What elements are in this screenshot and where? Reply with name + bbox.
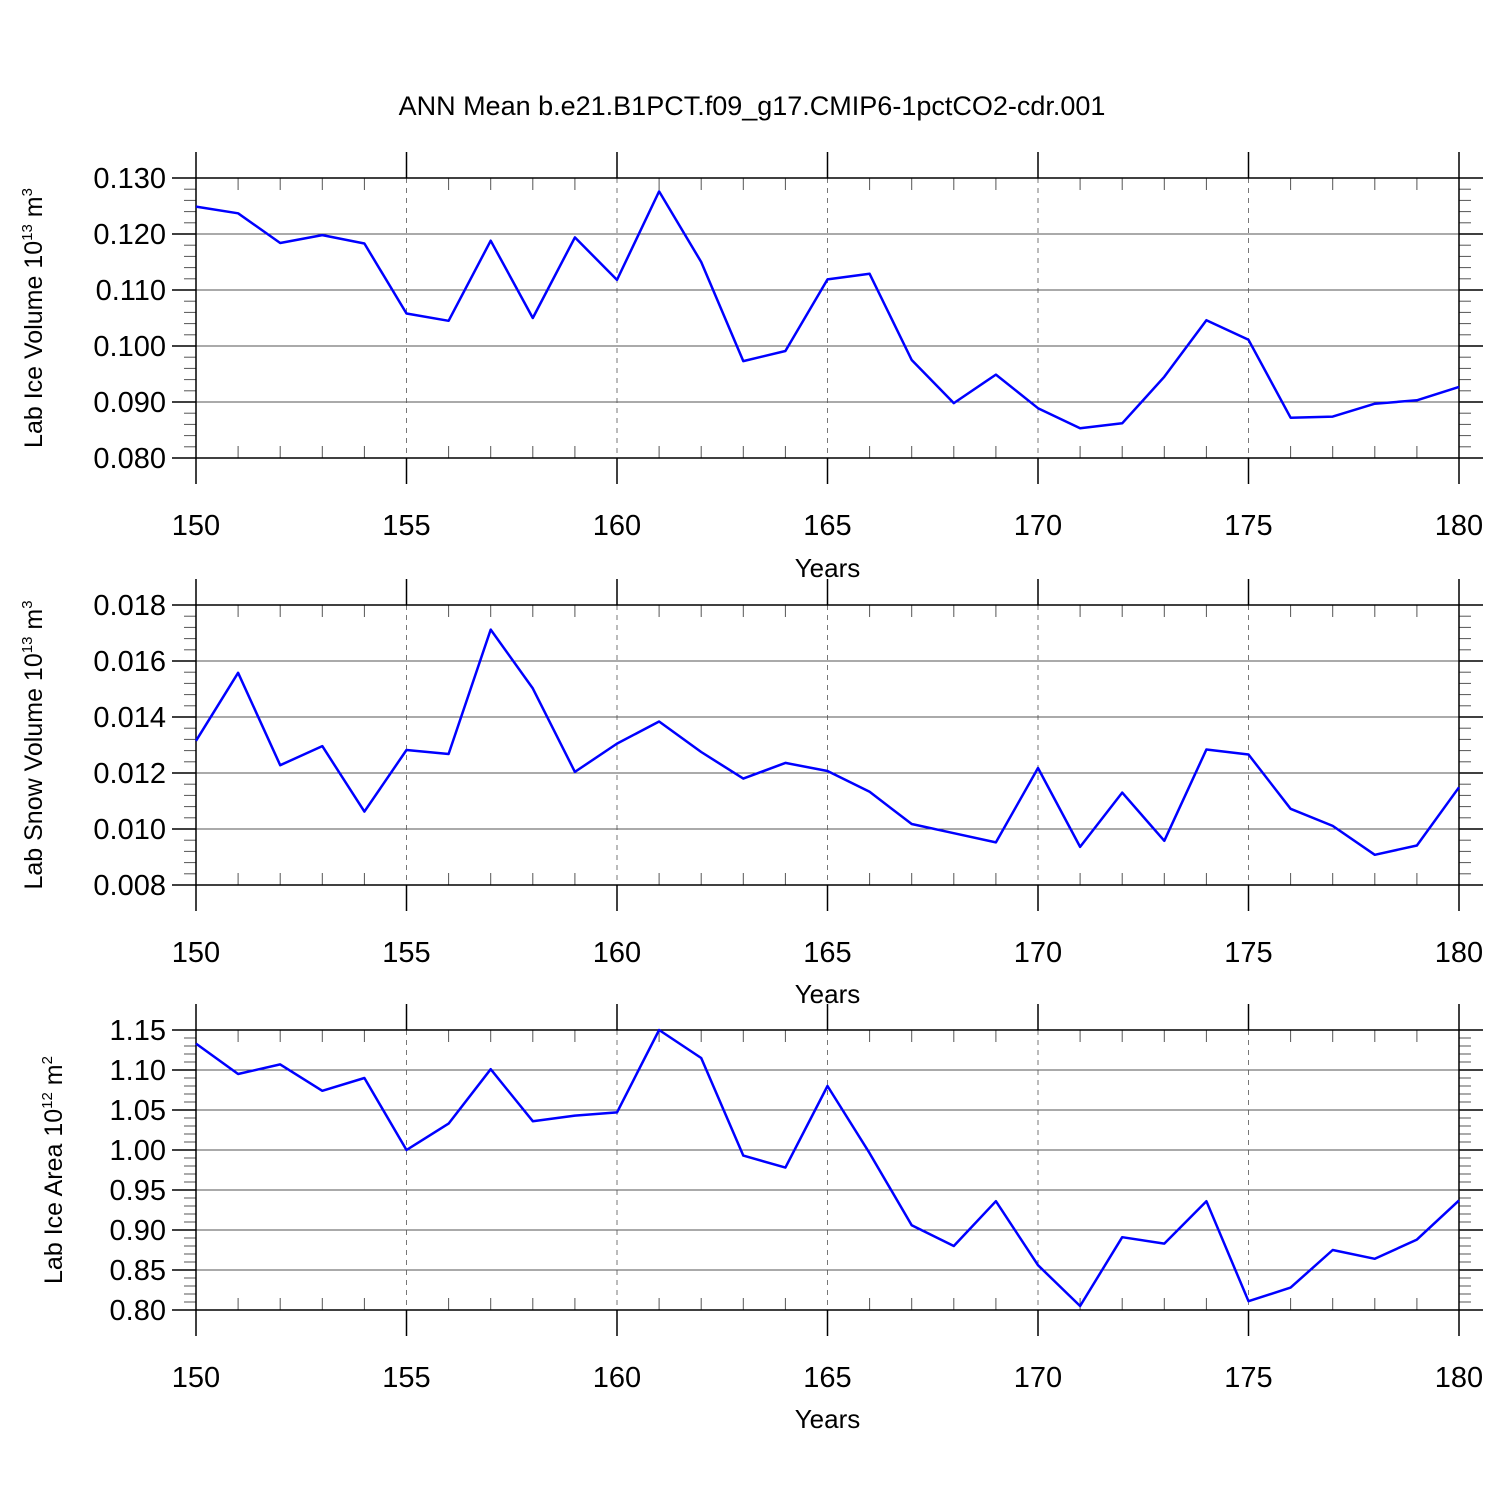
x-tick-label: 170 bbox=[1014, 937, 1062, 969]
plot-frame bbox=[195, 1029, 1460, 1311]
plot-frame bbox=[195, 604, 1460, 886]
series-line bbox=[194, 628, 1461, 857]
x-tick-label: 170 bbox=[1014, 1362, 1062, 1394]
x-tick-label: 155 bbox=[382, 937, 430, 969]
y-tick-label: 0.010 bbox=[93, 814, 166, 846]
y-axis-label: Lab Ice Volume 1013 m3 bbox=[19, 188, 48, 448]
y-tick-label: 0.85 bbox=[110, 1255, 166, 1287]
y-axis-label-part: Lab Snow Volume 10 bbox=[20, 653, 48, 889]
y-axis-label: Lab Ice Area 1012 m2 bbox=[39, 1056, 68, 1284]
y-tick-label: 0.018 bbox=[93, 590, 166, 622]
x-tick-label: 170 bbox=[1014, 510, 1062, 542]
y-tick-label: 0.80 bbox=[110, 1295, 166, 1327]
x-tick-label: 165 bbox=[803, 1362, 851, 1394]
y-axis-label-part: m bbox=[40, 1064, 68, 1092]
panel-ice-area: 0.80 0.85 0.90 0.95 1.00 1.05 1.10 1.15 150 155 16… bbox=[39, 1004, 1483, 1434]
x-tick-label: 150 bbox=[172, 937, 220, 969]
y-axis-label-superscript: 3 bbox=[19, 600, 36, 608]
y-axis-label-part: Lab Ice Area 10 bbox=[40, 1109, 68, 1284]
y-tick-label: 0.016 bbox=[93, 646, 166, 678]
x-tick-label: 175 bbox=[1224, 510, 1272, 542]
x-tick-label: 165 bbox=[803, 937, 851, 969]
y-axis-label-part: m bbox=[20, 609, 48, 637]
y-tick-label: 0.90 bbox=[110, 1215, 166, 1247]
y-axis-label-superscript: 2 bbox=[39, 1056, 56, 1064]
x-tick-label: 180 bbox=[1435, 510, 1483, 542]
x-tick-label: 180 bbox=[1435, 937, 1483, 969]
x-tick-label: 180 bbox=[1435, 1362, 1483, 1394]
panel-ice-volume: 0.080 0.090 0.100 0.110 0.120 0.130 150 155 160 1… bbox=[19, 152, 1483, 583]
y-tick-label: 1.15 bbox=[110, 1015, 166, 1047]
y-axis-label-part: Lab Ice Volume 10 bbox=[20, 241, 48, 448]
y-tick-label: 0.110 bbox=[96, 275, 166, 307]
y-axis-label-superscript: 13 bbox=[19, 637, 36, 654]
y-tick-label: 0.120 bbox=[93, 219, 166, 251]
chart-title: ANN Mean b.e21.B1PCT.f09_g17.CMIP6-1pctC… bbox=[399, 91, 1106, 121]
y-axis-label: Lab Snow Volume 1013 m3 bbox=[19, 600, 48, 889]
y-tick-label: 0.008 bbox=[93, 870, 166, 902]
x-tick-label: 150 bbox=[172, 510, 220, 542]
x-tick-label: 175 bbox=[1224, 1362, 1272, 1394]
y-tick-label: 0.012 bbox=[93, 758, 166, 790]
y-axis-label-superscript: 12 bbox=[39, 1092, 56, 1109]
x-tick-label: 165 bbox=[803, 510, 851, 542]
x-axis-label: Years bbox=[795, 1404, 861, 1434]
x-tick-label: 150 bbox=[172, 1362, 220, 1394]
series-line bbox=[195, 1028, 1460, 1308]
y-tick-label: 1.05 bbox=[110, 1095, 166, 1127]
x-tick-label: 160 bbox=[593, 1362, 641, 1394]
y-tick-label: 0.100 bbox=[93, 331, 166, 363]
panel-snow-volume: 0.008 0.010 0.012 0.014 0.016 0.018 150 155 160 1… bbox=[19, 579, 1483, 1009]
y-tick-label: 0.080 bbox=[93, 443, 166, 475]
x-axis-label: Years bbox=[795, 553, 861, 583]
y-axis-label-superscript: 13 bbox=[19, 224, 36, 241]
y-tick-label: 0.014 bbox=[93, 702, 166, 734]
y-axis-label-superscript: 3 bbox=[19, 188, 36, 196]
plot-frame bbox=[195, 177, 1460, 459]
y-tick-label: 1.00 bbox=[110, 1135, 166, 1167]
y-tick-label: 0.130 bbox=[93, 163, 166, 195]
x-tick-label: 155 bbox=[382, 1362, 430, 1394]
y-tick-label: 0.090 bbox=[93, 387, 166, 419]
y-tick-label: 1.10 bbox=[110, 1055, 166, 1087]
x-tick-label: 160 bbox=[593, 510, 641, 542]
x-tick-label: 155 bbox=[382, 510, 430, 542]
x-tick-label: 160 bbox=[593, 937, 641, 969]
y-axis-label-part: m bbox=[20, 196, 48, 224]
series-line bbox=[195, 190, 1460, 430]
y-tick-label: 0.95 bbox=[110, 1175, 166, 1207]
x-tick-label: 175 bbox=[1224, 937, 1272, 969]
